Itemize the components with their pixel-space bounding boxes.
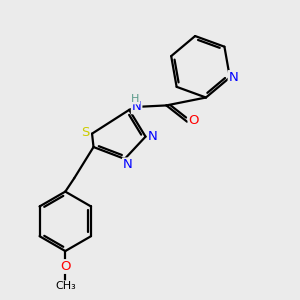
Text: O: O (188, 114, 199, 127)
Text: N: N (123, 158, 133, 171)
Text: O: O (60, 260, 70, 273)
Text: N: N (229, 71, 238, 84)
Text: S: S (81, 126, 90, 139)
Text: N: N (148, 130, 158, 143)
Text: CH₃: CH₃ (55, 281, 76, 291)
Text: N: N (132, 100, 142, 113)
Text: H: H (131, 94, 139, 103)
